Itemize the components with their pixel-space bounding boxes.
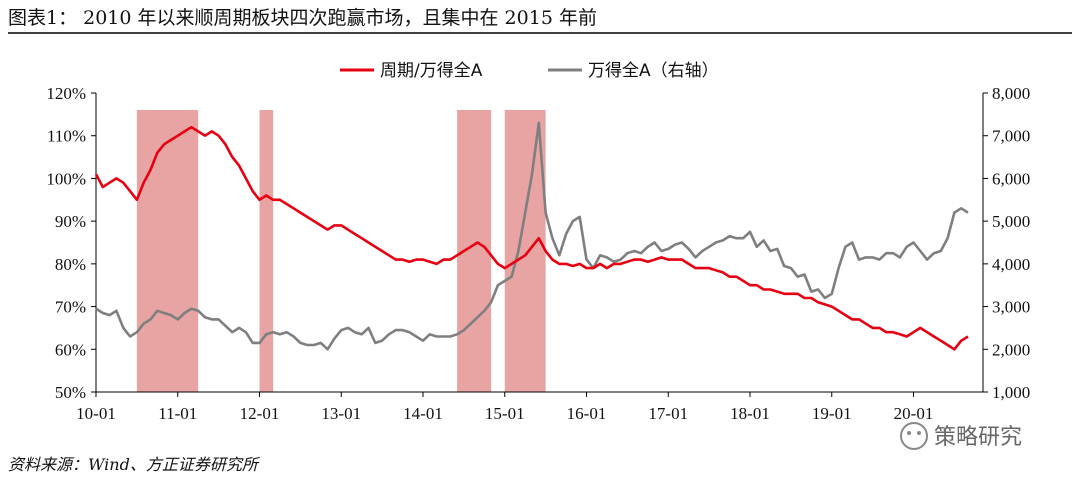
x-tick-label: 20-01	[894, 404, 934, 423]
axes	[95, 93, 984, 393]
x-axis-ticks: 10-01 11-01 12-01 13-01 14-01 15-01 16-01 17-01…	[76, 392, 933, 423]
x-tick-label: 10-01	[76, 404, 116, 423]
highlight-period-4	[504, 110, 546, 392]
watermark-text: 策略研究	[934, 425, 1022, 450]
left-axis-ticks: 50% 60% 70% 80% 90% 100% 110% 120%	[46, 84, 96, 402]
right-tick-label: 2,000	[992, 340, 1030, 359]
left-tick-label: 80%	[55, 255, 86, 274]
x-tick-label: 16-01	[567, 404, 607, 423]
x-tick-label: 14-01	[403, 404, 443, 423]
left-tick-label: 70%	[55, 298, 86, 317]
wechat-icon	[900, 422, 928, 450]
right-tick-label: 6,000	[992, 169, 1030, 188]
highlight-period-2	[259, 110, 274, 392]
x-tick-label: 17-01	[648, 404, 688, 423]
series-line-wind-a	[95, 121, 969, 351]
wechat-icon-eye-left	[907, 431, 911, 435]
x-tick-label: 18-01	[730, 404, 770, 423]
right-tick-label: 3,000	[992, 298, 1030, 317]
watermark: 策略研究	[900, 422, 1022, 450]
series-lines	[94, 121, 969, 351]
right-tick-label: 8,000	[992, 84, 1030, 103]
x-tick-label: 13-01	[321, 404, 361, 423]
left-tick-label: 110%	[47, 127, 86, 146]
left-tick-label: 50%	[55, 383, 86, 402]
x-tick-label: 19-01	[812, 404, 852, 423]
right-tick-label: 7,000	[992, 127, 1030, 146]
legend: 周期/万得全A 万得全A（右轴）	[340, 61, 719, 81]
x-tick-label: 15-01	[485, 404, 525, 423]
right-tick-label: 1,000	[992, 383, 1030, 402]
source-note: 资料来源：Wind、方正证券研究所	[8, 455, 261, 474]
left-tick-label: 60%	[55, 340, 86, 359]
highlight-periods	[136, 110, 546, 392]
x-tick-label: 11-01	[158, 404, 197, 423]
chart-title: 图表1： 2010 年以来顺周期板块四次跑赢市场，且集中在 2015 年前	[8, 7, 597, 29]
wechat-icon-eye-right	[917, 431, 921, 435]
highlight-period-1	[136, 110, 199, 392]
x-tick-label: 12-01	[240, 404, 280, 423]
right-tick-label: 4,000	[992, 255, 1030, 274]
right-axis-ticks: 1,000 2,000 3,000 4,000 5,000 6,000 7,000 8,000	[983, 84, 1030, 402]
left-tick-label: 100%	[46, 169, 86, 188]
legend-label-cyclical: 周期/万得全A	[380, 61, 483, 81]
left-tick-label: 90%	[55, 212, 86, 231]
left-tick-label: 120%	[46, 84, 86, 103]
series-line-cyclical	[94, 125, 969, 351]
right-tick-label: 5,000	[992, 212, 1030, 231]
legend-label-wind-a: 万得全A（右轴）	[588, 61, 719, 81]
